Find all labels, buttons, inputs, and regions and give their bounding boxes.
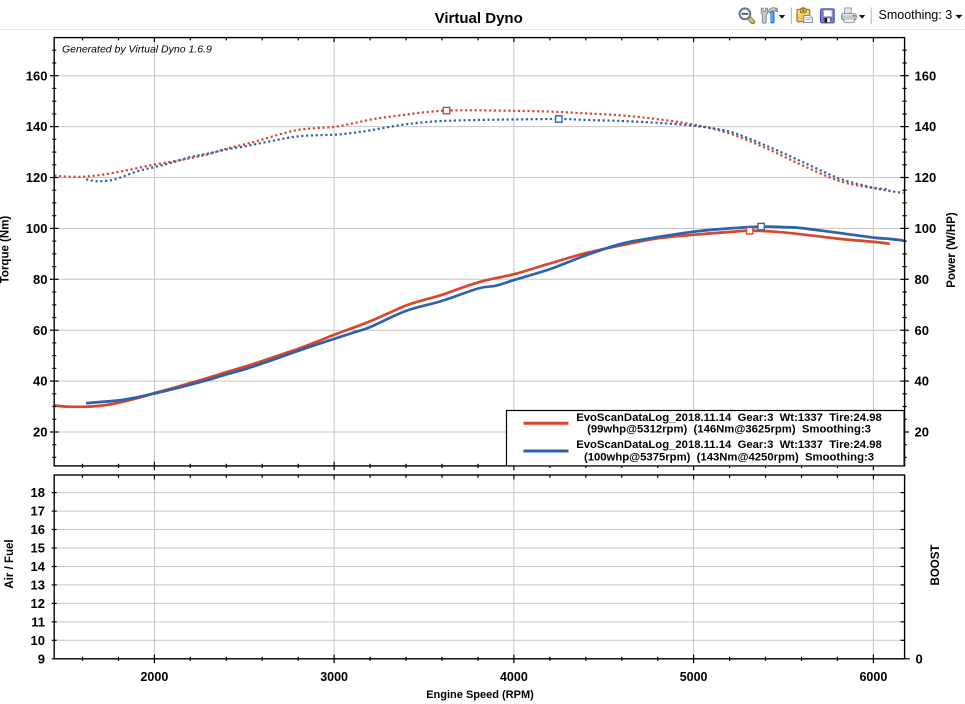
svg-text:16: 16 xyxy=(31,522,45,537)
svg-text:Smoothing: 3: Smoothing: 3 xyxy=(879,8,953,22)
svg-text:160: 160 xyxy=(26,68,48,83)
svg-text:0: 0 xyxy=(916,651,923,666)
svg-text:9: 9 xyxy=(38,651,45,666)
svg-text:Engine Speed (RPM): Engine Speed (RPM) xyxy=(426,689,534,701)
svg-text:60: 60 xyxy=(33,323,47,338)
svg-text:40: 40 xyxy=(33,374,47,389)
svg-text:120: 120 xyxy=(26,170,48,185)
svg-text:(99whp@5312rpm) (146Nm@3625rp: (99whp@5312rpm) (146Nm@3625rpm) Smoothin… xyxy=(587,424,871,436)
svg-text:EvoScanDataLog_2018.11.14 Gea: EvoScanDataLog_2018.11.14 Gear:3 Wt:1337… xyxy=(576,412,882,424)
svg-text:4000: 4000 xyxy=(500,670,528,684)
svg-text:14: 14 xyxy=(31,559,46,574)
svg-text:140: 140 xyxy=(26,119,48,134)
svg-text:12: 12 xyxy=(31,596,45,611)
svg-text:2000: 2000 xyxy=(140,670,168,684)
svg-text:Torque (Nm): Torque (Nm) xyxy=(0,216,11,284)
svg-text:120: 120 xyxy=(915,170,937,185)
svg-text:20: 20 xyxy=(915,425,929,440)
svg-text:6000: 6000 xyxy=(859,670,887,684)
svg-text:Power (W/HP): Power (W/HP) xyxy=(946,212,958,288)
svg-text:100: 100 xyxy=(26,221,48,236)
svg-text:5000: 5000 xyxy=(680,670,708,684)
svg-text:160: 160 xyxy=(915,68,937,83)
svg-text:80: 80 xyxy=(915,272,929,287)
svg-text:Air / Fuel: Air / Fuel xyxy=(4,539,16,588)
svg-text:60: 60 xyxy=(915,323,929,338)
svg-text:20: 20 xyxy=(33,425,47,440)
svg-text:(100whp@5375rpm) (143Nm@4250r: (100whp@5375rpm) (143Nm@4250rpm) Smoothi… xyxy=(584,451,874,463)
svg-text:40: 40 xyxy=(915,374,929,389)
svg-text:100: 100 xyxy=(915,221,937,236)
svg-text:Generated by Virtual Dyno 1.6.: Generated by Virtual Dyno 1.6.9 xyxy=(62,44,212,56)
svg-text:11: 11 xyxy=(31,615,45,630)
svg-text:15: 15 xyxy=(31,541,45,556)
svg-text:80: 80 xyxy=(33,272,47,287)
svg-text:13: 13 xyxy=(31,578,45,593)
svg-text:10: 10 xyxy=(31,633,45,648)
svg-text:17: 17 xyxy=(31,504,45,519)
svg-text:Virtual Dyno: Virtual Dyno xyxy=(435,10,523,27)
svg-text:EvoScanDataLog_2018.11.14 Gea: EvoScanDataLog_2018.11.14 Gear:3 Wt:1337… xyxy=(576,439,882,451)
svg-text:3000: 3000 xyxy=(320,670,348,684)
svg-text:140: 140 xyxy=(915,119,937,134)
svg-text:18: 18 xyxy=(31,485,45,500)
svg-text:BOOST: BOOST xyxy=(930,545,942,586)
